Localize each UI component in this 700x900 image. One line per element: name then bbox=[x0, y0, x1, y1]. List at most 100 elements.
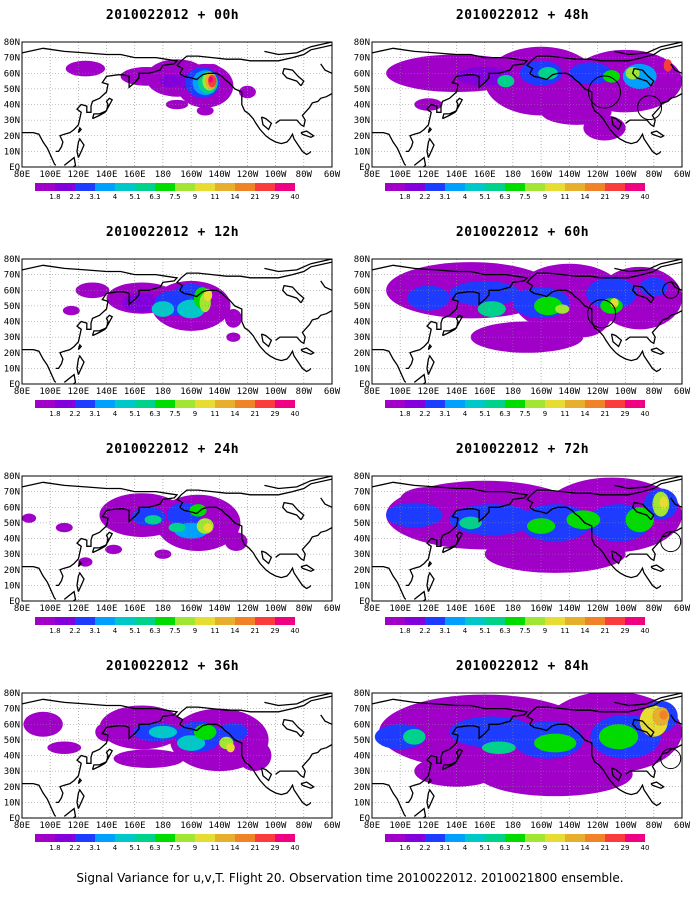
variance-contour bbox=[224, 309, 242, 328]
lat-tick-label: 60N bbox=[4, 69, 20, 79]
colorbar-label: 21 bbox=[601, 627, 610, 635]
lat-tick-label: EQ bbox=[359, 380, 370, 390]
coastline bbox=[631, 501, 655, 521]
coastlines bbox=[22, 42, 332, 167]
lat-tick-label: 10N bbox=[4, 364, 20, 374]
lon-tick-label: 100W bbox=[615, 387, 637, 397]
colorbar-swatch bbox=[465, 834, 485, 842]
variance-contour bbox=[177, 735, 206, 751]
colorbar-label: 14 bbox=[231, 193, 240, 201]
variance-contour bbox=[226, 743, 235, 753]
lon-tick-label: 140W bbox=[558, 821, 580, 831]
colorbar-label: 3.1 bbox=[439, 627, 450, 635]
variance-contour bbox=[403, 728, 426, 745]
coastline bbox=[372, 131, 407, 166]
lon-tick-label: 160W bbox=[530, 387, 552, 397]
forecast-panel: 2010022012 + 00h 80N 70N 60N 50N 40N 30N 20N 10N… bbox=[0, 2, 345, 222]
colorbar-label: 5.1 bbox=[479, 193, 490, 201]
lon-tick-label: 100E bbox=[39, 604, 61, 614]
colorbar-swatch bbox=[135, 183, 155, 191]
lon-tick-label: 80E bbox=[364, 387, 380, 397]
colorbar-swatch bbox=[505, 834, 525, 842]
colorbar-swatch bbox=[525, 834, 545, 842]
colorbar-swatch bbox=[445, 183, 465, 191]
lon-tick-label: 160E bbox=[474, 821, 496, 831]
colorbar-swatch bbox=[525, 617, 545, 625]
map-field bbox=[62, 280, 242, 342]
colorbar-swatch bbox=[55, 183, 75, 191]
lat-tick-label: 10N bbox=[4, 147, 20, 157]
colorbar-swatch bbox=[155, 400, 175, 408]
lon-tick-label: 160E bbox=[474, 604, 496, 614]
colorbar-label: 3.1 bbox=[439, 844, 450, 852]
colorbar-label: 11 bbox=[211, 844, 220, 852]
colorbar-swatch bbox=[565, 834, 585, 842]
coastline bbox=[529, 506, 662, 590]
colorbar-label: 21 bbox=[251, 844, 260, 852]
coastline bbox=[372, 47, 529, 153]
colorbar-label: 4 bbox=[463, 627, 468, 635]
variance-contour bbox=[470, 321, 584, 353]
colorbar-label: 6.3 bbox=[499, 193, 510, 201]
coastline bbox=[525, 261, 682, 291]
lat-tick-label: 70N bbox=[4, 54, 20, 64]
variance-contour bbox=[208, 76, 213, 83]
variance-contour bbox=[386, 502, 443, 528]
colorbar-label: 4 bbox=[463, 844, 468, 852]
lon-tick-label: 140W bbox=[558, 170, 580, 180]
coastline bbox=[22, 698, 179, 804]
variance-contour bbox=[610, 298, 619, 308]
variance-contour bbox=[586, 277, 637, 309]
colorbar-swatch bbox=[525, 183, 545, 191]
lon-tick-label: 80E bbox=[364, 821, 380, 831]
lon-tick-label: 140E bbox=[96, 387, 118, 397]
lon-tick-label: 60W bbox=[674, 387, 691, 397]
lon-tick-label: 140E bbox=[446, 170, 468, 180]
lon-tick-label: 80E bbox=[14, 387, 30, 397]
coastline bbox=[179, 289, 312, 373]
coastline bbox=[63, 590, 77, 601]
lon-tick-label: 160W bbox=[180, 387, 202, 397]
coastline bbox=[91, 531, 114, 554]
lon-tick-label: 140W bbox=[208, 821, 230, 831]
colorbar-label: 1.8 bbox=[49, 193, 60, 201]
colorbar-label: 1.8 bbox=[399, 627, 410, 635]
colorbar-swatch bbox=[525, 400, 545, 408]
colorbar-swatch bbox=[255, 834, 275, 842]
lat-tick-label: 10N bbox=[4, 581, 20, 591]
forecast-panel: 2010022012 + 36h 80N 70N 60N 50N 40N 30N 20N 10N… bbox=[0, 653, 345, 873]
coastline bbox=[529, 72, 662, 156]
lat-tick-label: 20N bbox=[4, 132, 20, 142]
colorbar-swatch bbox=[115, 834, 135, 842]
panel-title: 2010022012 + 48h bbox=[455, 8, 590, 23]
colorbar-label: 40 bbox=[641, 627, 650, 635]
lon-tick-label: 140E bbox=[96, 821, 118, 831]
coastline bbox=[77, 777, 83, 785]
coastline bbox=[260, 550, 273, 565]
coastline bbox=[260, 116, 273, 131]
coastline bbox=[320, 714, 332, 725]
colorbar-swatch bbox=[235, 834, 255, 842]
lat-tick-label: 70N bbox=[4, 271, 20, 281]
lat-tick-label: 70N bbox=[4, 488, 20, 498]
variance-contour bbox=[160, 74, 180, 88]
coastline bbox=[614, 42, 682, 56]
coastline bbox=[76, 354, 85, 375]
coastline bbox=[610, 767, 623, 782]
map-frame bbox=[371, 692, 683, 819]
colorbar-swatch bbox=[605, 400, 625, 408]
coastline bbox=[264, 259, 332, 273]
lat-tick-label: 60N bbox=[4, 503, 20, 513]
coastline bbox=[614, 259, 682, 273]
colorbar-label: 21 bbox=[251, 410, 260, 418]
coastline bbox=[427, 343, 433, 351]
variance-contour bbox=[527, 518, 556, 534]
coastline bbox=[631, 284, 655, 304]
colorbar-swatch bbox=[625, 834, 645, 842]
colorbar-label: 11 bbox=[211, 627, 220, 635]
colorbar-swatch bbox=[505, 617, 525, 625]
colorbar-swatch bbox=[95, 617, 115, 625]
colorbar-swatch bbox=[135, 400, 155, 408]
colorbar-swatch bbox=[565, 400, 585, 408]
colorbar-swatch bbox=[155, 617, 175, 625]
